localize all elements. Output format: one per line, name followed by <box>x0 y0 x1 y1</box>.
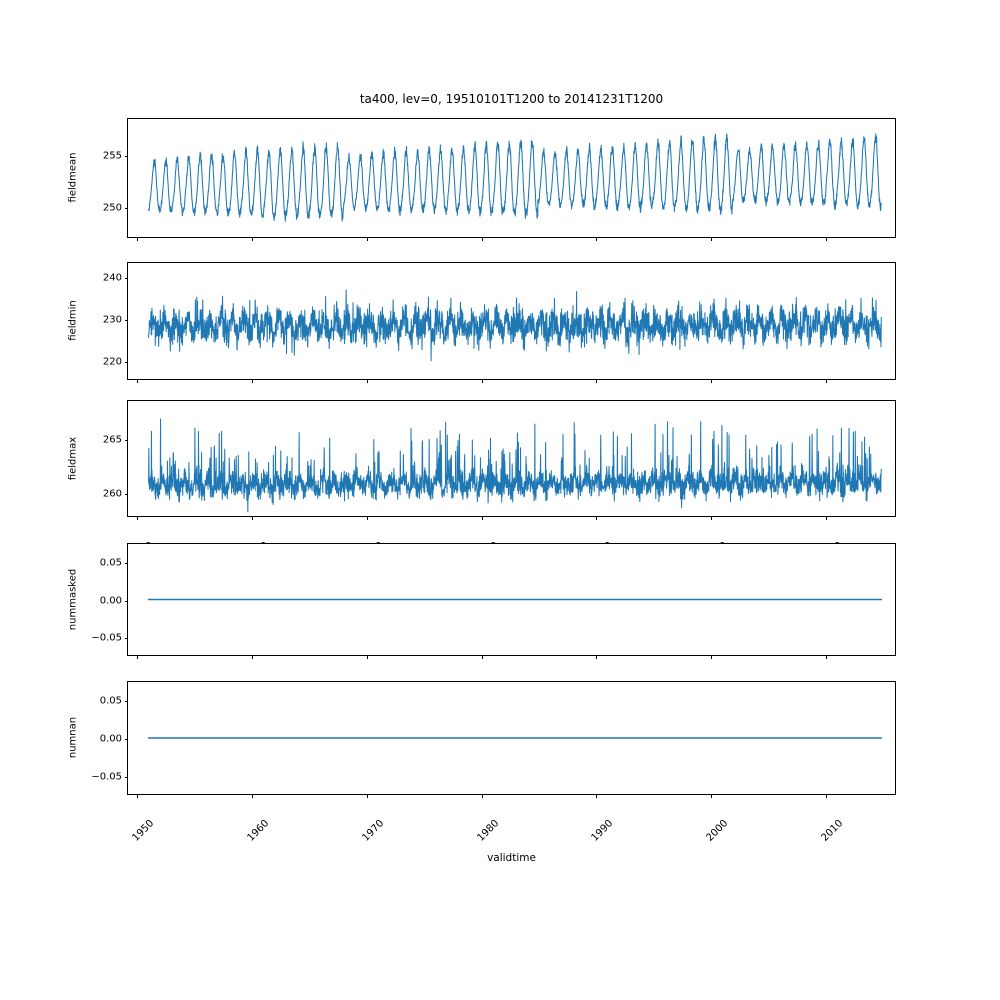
x-tick-mark <box>251 794 253 798</box>
y-tick-mark <box>124 600 128 602</box>
y-tick-label: 0.00 <box>99 595 122 606</box>
y-axis-label-fieldmin: fieldmin <box>67 300 79 341</box>
x-tick-mark <box>251 516 253 520</box>
x-tick-mark <box>137 655 139 659</box>
data-line <box>148 289 882 362</box>
series-fieldmean <box>148 133 882 222</box>
y-tick-mark <box>124 739 128 740</box>
y-tick-mark <box>124 440 128 441</box>
y-tick-mark <box>124 156 128 158</box>
x-tick-mark <box>481 655 483 659</box>
y-tick-label: 250 <box>102 202 122 214</box>
y-tick-mark <box>124 494 128 496</box>
x-tick-mark <box>711 237 713 241</box>
figure-title: ta400, lev=0, 19510101T1200 to 20141231T… <box>359 92 664 106</box>
y-tick-mark <box>124 562 128 564</box>
x-tick-label: 1950 <box>130 817 157 844</box>
y-tick-mark <box>124 319 128 321</box>
subplot-fieldmax: fieldmax26026519501960197019801990200020… <box>68 400 896 566</box>
y-tick-label: 220 <box>102 356 122 368</box>
x-tick-mark <box>366 237 368 241</box>
x-tick-mark <box>711 655 713 659</box>
y-tick-label: 240 <box>102 272 122 284</box>
y-tick-label: −0.05 <box>91 632 122 644</box>
data-line <box>148 133 882 222</box>
x-tick-mark <box>481 516 483 520</box>
y-tick-label: 0.05 <box>99 557 122 569</box>
subplot-fieldmin: fieldmin22023024019501960197019801990200… <box>68 262 896 429</box>
y-tick-mark <box>124 277 128 279</box>
x-tick-mark <box>596 379 598 383</box>
x-tick-label: 1980 <box>474 817 501 844</box>
x-tick-mark <box>711 794 713 798</box>
x-tick-mark <box>366 655 368 659</box>
series-fieldmax <box>148 418 882 513</box>
x-tick-mark <box>137 237 139 241</box>
y-tick-mark <box>124 638 128 640</box>
y-tick-mark <box>124 362 128 364</box>
x-tick-mark <box>596 237 598 241</box>
x-tick-mark <box>251 379 253 383</box>
x-tick-mark <box>481 379 483 383</box>
x-tick-label: 1990 <box>589 817 616 844</box>
y-tick-label: 260 <box>102 488 122 500</box>
subplot-nummasked: nummasked−0.050.000.05195019601970198019… <box>68 543 896 705</box>
series-numnan <box>147 737 883 739</box>
x-tick-mark <box>711 516 713 520</box>
x-tick-mark <box>366 516 368 520</box>
data-line <box>148 418 882 513</box>
x-tick-label: 1960 <box>245 817 272 844</box>
y-tick-label: 0.05 <box>99 695 122 707</box>
x-tick-mark <box>825 655 827 659</box>
x-tick-mark <box>825 379 827 383</box>
x-tick-mark <box>711 379 713 383</box>
subplot-fieldmean: fieldmean2502551950196019701980199020002… <box>68 118 896 287</box>
x-tick-label: 2010 <box>819 817 846 844</box>
y-axis-label-numnan: numnan <box>67 716 79 759</box>
series-nummasked <box>147 598 883 601</box>
series-fieldmin <box>148 289 882 362</box>
y-tick-label: 255 <box>102 150 122 162</box>
x-tick-mark <box>366 379 368 383</box>
y-axis-label-fieldmax: fieldmax <box>67 436 79 480</box>
x-tick-mark <box>137 516 139 520</box>
x-tick-mark <box>251 237 253 241</box>
x-tick-mark <box>825 516 827 520</box>
y-tick-label: 230 <box>102 314 122 326</box>
x-tick-mark <box>137 794 139 798</box>
y-tick-mark <box>124 207 128 209</box>
y-tick-mark <box>124 701 128 702</box>
x-tick-mark <box>366 794 368 798</box>
subplot-numnan: numnan −0.05 0.00 0.05 1950 1960 1970 1980 1990 2… <box>68 681 896 844</box>
x-tick-mark <box>251 655 253 659</box>
x-tick-mark <box>596 655 598 659</box>
x-tick-mark <box>481 237 483 241</box>
y-tick-label: −0.05 <box>91 771 122 783</box>
y-axis-label-nummasked: nummasked <box>67 568 79 630</box>
y-tick-label: 265 <box>102 434 122 446</box>
x-tick-mark <box>481 794 483 798</box>
y-tick-mark <box>124 777 128 778</box>
x-tick-mark <box>825 794 827 798</box>
x-tick-mark <box>596 516 598 520</box>
x-tick-mark <box>137 379 139 383</box>
x-tick-label: 2000 <box>704 817 731 844</box>
x-axis-label: validtime <box>487 852 536 864</box>
x-tick-mark <box>596 794 598 798</box>
y-tick-label: 0.00 <box>99 733 122 745</box>
y-axis-label-fieldmean: fieldmean <box>67 152 79 203</box>
x-tick-mark <box>825 237 827 241</box>
x-tick-label: 1970 <box>360 817 386 844</box>
